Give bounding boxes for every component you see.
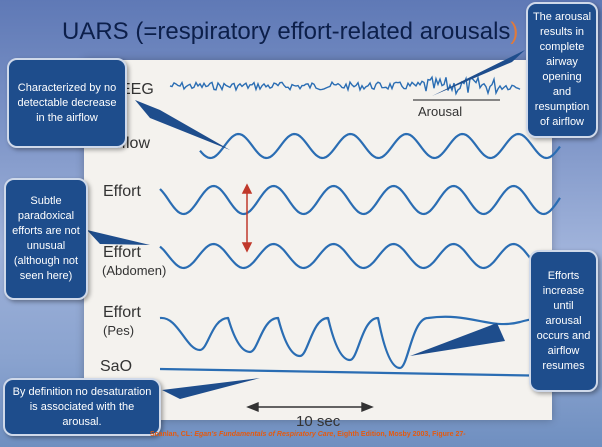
effort-sub-2: (Abdomen) — [102, 263, 167, 278]
pointer-bottom-right — [410, 323, 505, 356]
airflow-trace — [199, 132, 561, 160]
time-scale — [246, 401, 374, 413]
slide-title: UARS (=respiratory effort-related arousa… — [62, 18, 519, 45]
effort-pes-trace — [159, 315, 561, 370]
effort-trace-1 — [159, 184, 561, 216]
citation: Scanlan, CL: Egan's Fundamentals of Resp… — [150, 431, 466, 438]
callout-bottom-left: By definition no desaturation is associa… — [3, 378, 161, 436]
pointer-mid-left — [87, 230, 150, 245]
pointer-top-right — [432, 50, 525, 96]
time-scale-label: 10 sec — [296, 413, 341, 430]
effort-label-1: Effort — [103, 183, 141, 200]
effort-label-3: Effort — [103, 304, 141, 321]
callout-bottom-right: Efforts increase until arousal occurs an… — [529, 250, 598, 392]
arousal-label: Arousal — [418, 104, 463, 119]
sao2-label: SaO — [100, 358, 133, 375]
paradox-arrow — [241, 183, 253, 253]
callout-mid-left: Subtle paradoxical efforts are not unusu… — [4, 178, 88, 300]
eeg-label: EEG — [120, 81, 154, 98]
effort-label-2: Effort — [103, 244, 141, 261]
callout-top-right: The arousal results in complete airway o… — [526, 2, 598, 138]
pointer-top-left — [135, 100, 230, 150]
sao2-trace — [159, 367, 561, 378]
pointer-bottom-left — [162, 378, 260, 399]
callout-top-left: Characterized by no detectable decrease … — [7, 58, 127, 148]
effort-trace-2 — [159, 242, 561, 270]
effort-sub-3: (Pes) — [103, 323, 135, 338]
